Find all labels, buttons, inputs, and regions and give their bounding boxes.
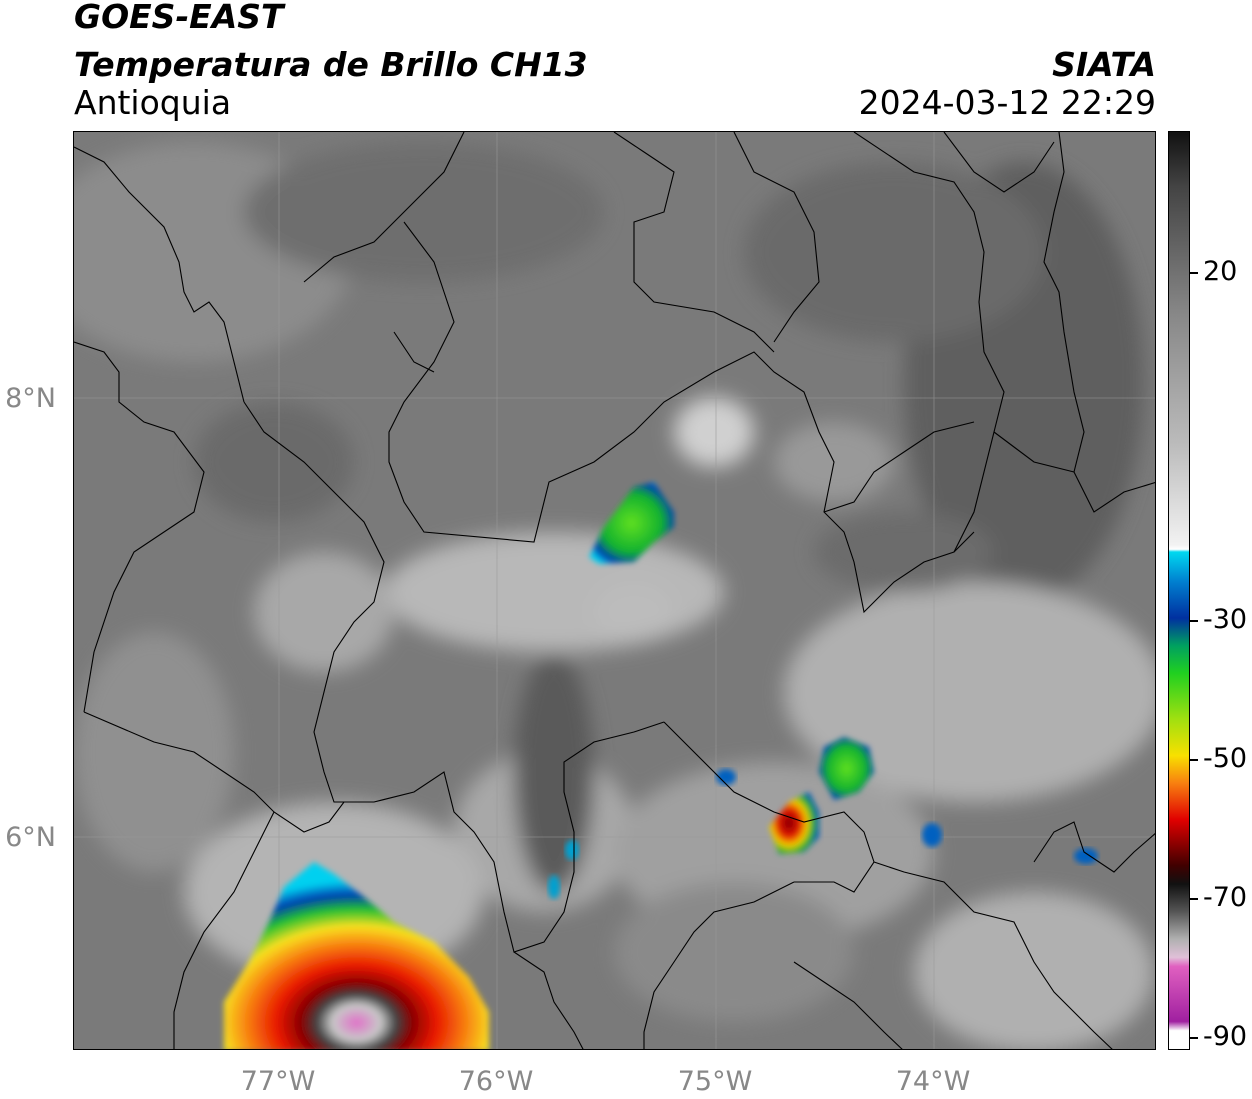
cb-tick-20 bbox=[1190, 272, 1198, 274]
region-label: Antioquia bbox=[74, 83, 232, 122]
administrative-borders bbox=[74, 132, 1155, 1049]
cb-tick-minus50 bbox=[1190, 759, 1198, 761]
satellite-map[interactable] bbox=[73, 131, 1156, 1050]
colorbar bbox=[1168, 131, 1190, 1050]
lon-tick-75w: 75°W bbox=[677, 1066, 753, 1097]
cb-tick-minus70 bbox=[1190, 898, 1198, 900]
satellite-title: GOES-EAST bbox=[74, 0, 284, 36]
lon-tick-77w: 77°W bbox=[240, 1066, 316, 1097]
lat-tick-8n: 8°N bbox=[5, 383, 56, 414]
cb-label-minus30: -30 bbox=[1203, 604, 1248, 635]
cb-tick-minus90 bbox=[1190, 1037, 1198, 1039]
cb-label-minus70: -70 bbox=[1203, 882, 1248, 913]
lon-tick-74w: 74°W bbox=[895, 1066, 971, 1097]
product-title: Temperatura de Brillo CH13 bbox=[74, 45, 588, 84]
cb-label-20: 20 bbox=[1203, 256, 1238, 287]
map-canvas bbox=[74, 132, 1155, 1049]
convective-cells bbox=[224, 482, 1098, 1049]
datetime-label: 2024-03-12 22:29 bbox=[858, 83, 1156, 122]
cb-tick-minus30 bbox=[1190, 620, 1198, 622]
cb-label-minus90: -90 bbox=[1203, 1021, 1248, 1052]
lon-tick-76w: 76°W bbox=[458, 1066, 534, 1097]
lat-tick-6n: 6°N bbox=[5, 822, 56, 853]
cb-label-minus50: -50 bbox=[1203, 743, 1248, 774]
organization-label: SIATA bbox=[1052, 45, 1156, 84]
graticule bbox=[74, 132, 1155, 1049]
